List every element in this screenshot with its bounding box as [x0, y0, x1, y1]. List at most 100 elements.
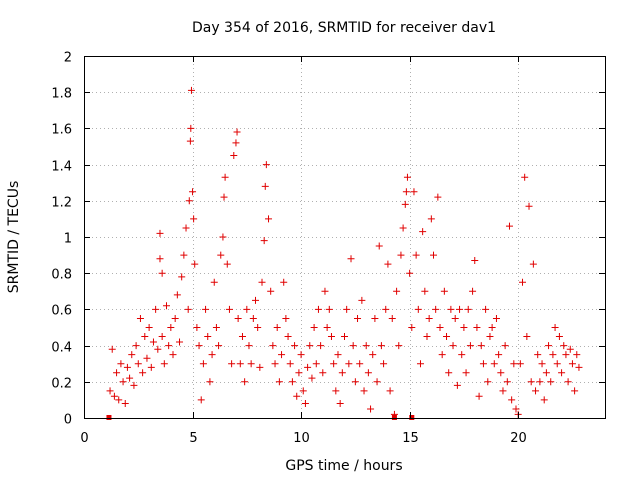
data-point — [238, 333, 246, 341]
data-point — [152, 305, 160, 313]
data-point — [525, 202, 533, 210]
data-point — [456, 305, 464, 313]
data-point — [139, 369, 147, 377]
data-point — [519, 278, 527, 286]
data-point — [308, 374, 316, 382]
data-point — [419, 228, 427, 236]
data-point — [223, 260, 231, 268]
data-point — [233, 128, 241, 136]
data-point — [254, 324, 262, 331]
data-point — [336, 400, 344, 408]
data-point — [228, 360, 236, 368]
data-point — [134, 360, 142, 368]
data-point — [130, 381, 138, 389]
data-point — [360, 387, 368, 395]
data-point — [380, 360, 388, 368]
data-point — [187, 86, 195, 94]
axis-ticks — [84, 56, 605, 419]
data-point — [178, 273, 186, 281]
data-point — [158, 269, 166, 277]
data-point — [393, 287, 401, 295]
y-tick-label: 0.8 — [51, 268, 72, 283]
y-tick-labels: 0 0.2 0.4 0.6 0.8 1 1.2 1.4 1.6 1.8 2 — [51, 51, 72, 428]
data-point — [501, 342, 509, 350]
zero-marker — [106, 415, 112, 420]
data-point — [369, 351, 377, 359]
zero-marker — [409, 415, 415, 420]
data-point — [445, 369, 453, 377]
data-point — [243, 305, 251, 313]
data-point — [412, 251, 420, 259]
data-point — [306, 342, 314, 350]
data-point — [260, 237, 268, 245]
data-point — [523, 333, 531, 341]
data-point — [280, 278, 288, 286]
data-point — [469, 287, 477, 295]
data-point — [510, 360, 518, 368]
data-point — [189, 188, 197, 196]
data-point — [187, 124, 195, 132]
data-point — [395, 342, 403, 350]
data-point — [317, 342, 325, 350]
data-point — [367, 405, 375, 413]
data-point — [356, 360, 364, 368]
data-point — [325, 305, 333, 313]
data-point — [495, 351, 503, 359]
data-point — [256, 363, 264, 371]
data-point — [123, 363, 131, 371]
data-point — [471, 257, 479, 265]
data-point — [321, 287, 329, 295]
data-point — [527, 378, 535, 386]
data-point — [295, 369, 303, 377]
data-point — [508, 396, 516, 404]
data-point — [156, 229, 164, 237]
data-point — [343, 305, 351, 313]
data-point — [462, 369, 470, 377]
data-point — [230, 152, 238, 160]
data-point — [553, 360, 561, 368]
data-point — [492, 314, 500, 322]
data-point — [128, 351, 136, 359]
y-tick-label: 0.4 — [51, 341, 72, 356]
data-point — [545, 342, 553, 350]
data-point — [555, 333, 563, 341]
data-point — [273, 324, 281, 331]
zero-marker — [391, 415, 397, 420]
data-point — [425, 314, 433, 322]
data-point — [258, 278, 266, 286]
data-point — [358, 296, 366, 304]
data-point — [521, 173, 529, 181]
data-point — [345, 360, 353, 368]
data-point — [182, 224, 190, 232]
data-point — [397, 251, 405, 259]
data-point — [261, 182, 269, 190]
data-point — [536, 378, 544, 386]
data-point — [558, 369, 566, 377]
data-point — [327, 333, 335, 341]
data-point — [458, 351, 466, 359]
data-point — [347, 255, 355, 263]
data-point — [158, 333, 166, 341]
data-point — [143, 354, 151, 362]
data-point — [197, 396, 205, 404]
data-point — [297, 351, 305, 359]
data-point — [247, 360, 255, 368]
data-point — [406, 269, 414, 277]
data-point — [410, 188, 418, 196]
data-point — [338, 369, 346, 377]
data-point — [382, 305, 390, 313]
data-point — [304, 363, 312, 371]
data-point — [269, 342, 277, 350]
data-point — [121, 400, 129, 408]
x-tick-label: 20 — [510, 431, 527, 446]
data-point — [479, 360, 487, 368]
data-point — [113, 369, 121, 377]
data-point — [236, 360, 244, 368]
data-point — [176, 338, 184, 346]
data-point — [108, 345, 116, 353]
data-point — [314, 305, 322, 313]
y-tick-label: 1.2 — [51, 196, 72, 211]
data-point — [434, 193, 442, 201]
data-point — [193, 324, 201, 331]
